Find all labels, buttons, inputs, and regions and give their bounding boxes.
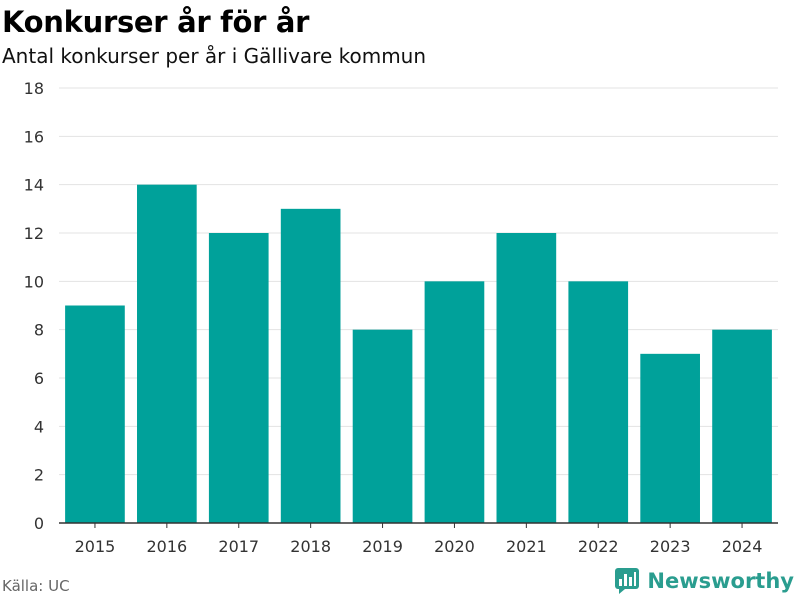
bar [568, 281, 629, 523]
x-tick-label: 2016 [146, 537, 187, 556]
bar [280, 208, 341, 524]
y-tick-label: 10 [24, 272, 44, 291]
bar [712, 329, 772, 523]
bar [496, 233, 557, 523]
bar [65, 305, 125, 523]
chart-subtitle: Antal konkurser per år i Gällivare kommu… [2, 44, 427, 68]
bar [640, 353, 700, 523]
newsworthy-logo: Newsworthy [615, 568, 794, 594]
y-tick-label: 16 [24, 127, 44, 146]
bar [137, 184, 197, 523]
source-note: Källa: UC [2, 577, 70, 595]
chart-title: Konkurser år för år [2, 5, 310, 39]
newsworthy-logo-icon [615, 568, 640, 594]
brand-name: Newsworthy [647, 569, 794, 593]
bar [352, 329, 413, 523]
x-tick-label: 2024 [722, 537, 763, 556]
y-tick-label: 14 [24, 176, 44, 195]
x-tick-label: 2021 [506, 537, 547, 556]
x-tick-label: 2018 [290, 537, 331, 556]
bar [208, 233, 269, 523]
x-tick-label: 2022 [578, 537, 619, 556]
y-tick-label: 12 [24, 224, 44, 243]
x-tick-label: 2023 [650, 537, 691, 556]
bar [424, 281, 485, 523]
y-tick-label: 0 [34, 514, 44, 533]
y-tick-label: 6 [34, 369, 44, 388]
x-tick-label: 2015 [75, 537, 116, 556]
y-tick-label: 8 [34, 321, 44, 340]
y-tick-label: 18 [24, 79, 44, 98]
y-tick-label: 4 [34, 417, 44, 436]
x-tick-label: 2017 [218, 537, 259, 556]
y-tick-label: 2 [34, 466, 44, 485]
x-tick-label: 2019 [362, 537, 403, 556]
x-tick-label: 2020 [434, 537, 475, 556]
